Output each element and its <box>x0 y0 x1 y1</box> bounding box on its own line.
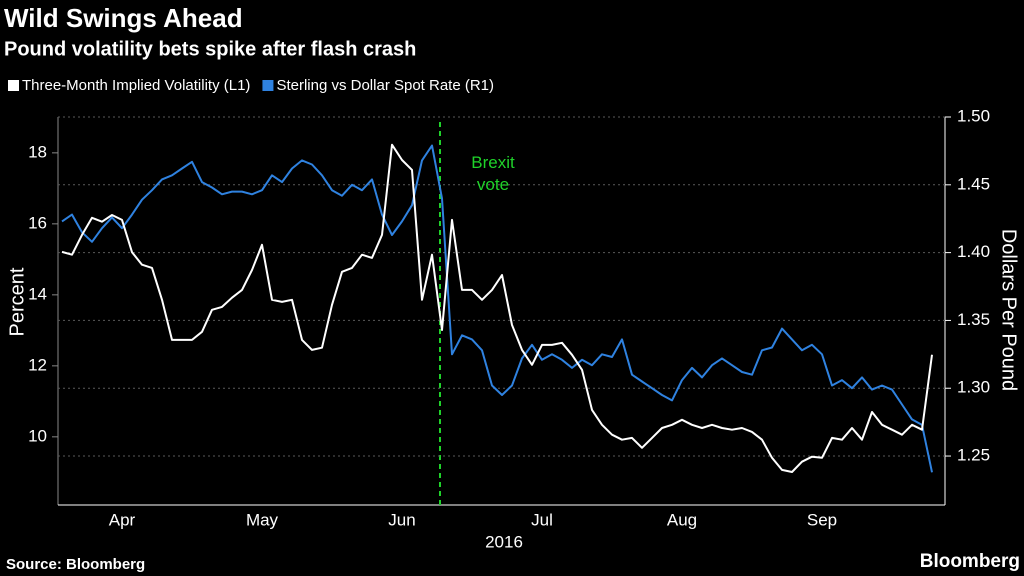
series-line <box>61 144 933 473</box>
x-tick-label: Apr <box>109 510 136 529</box>
legend-swatch <box>262 80 274 91</box>
y-axis-label: Percent <box>6 267 28 336</box>
legend-label: Three-Month Implied Volatility (L1) <box>22 77 250 94</box>
y-tick-label: 12 <box>28 355 47 374</box>
y-tick-label: 16 <box>28 213 47 232</box>
y2-tick-label: 1.30 <box>957 378 990 397</box>
y-tick-label: 10 <box>28 426 47 445</box>
y2-axis-label: Dollars Per Pound <box>998 229 1020 391</box>
y2-tick-label: 1.45 <box>957 174 990 193</box>
x-tick-label: Jul <box>531 510 553 529</box>
source: Source: Bloomberg <box>6 556 145 573</box>
annotation: Brexit vote <box>471 153 515 194</box>
y2-tick-label: 1.25 <box>957 446 990 465</box>
y-tick-label: 18 <box>28 142 47 161</box>
brand: Bloomberg <box>920 551 1020 572</box>
legend-label: Sterling vs Dollar Spot Rate (R1) <box>276 77 494 94</box>
y-tick-label: 14 <box>28 284 47 303</box>
legend-swatch <box>8 80 19 91</box>
series-line <box>61 143 933 473</box>
x-axis-label: 2016 <box>485 532 523 551</box>
y2-tick-label: 1.50 <box>957 106 990 125</box>
y2-tick-label: 1.35 <box>957 310 990 329</box>
x-tick-label: Jun <box>388 510 415 529</box>
chart-subtitle: Pound volatility bets spike after flash … <box>4 38 416 60</box>
chart-title: Wild Swings Ahead <box>4 3 243 33</box>
y2-tick-label: 1.40 <box>957 242 990 261</box>
x-tick-label: Sep <box>807 510 837 529</box>
x-tick-label: Aug <box>667 510 697 529</box>
x-tick-label: May <box>246 510 279 529</box>
